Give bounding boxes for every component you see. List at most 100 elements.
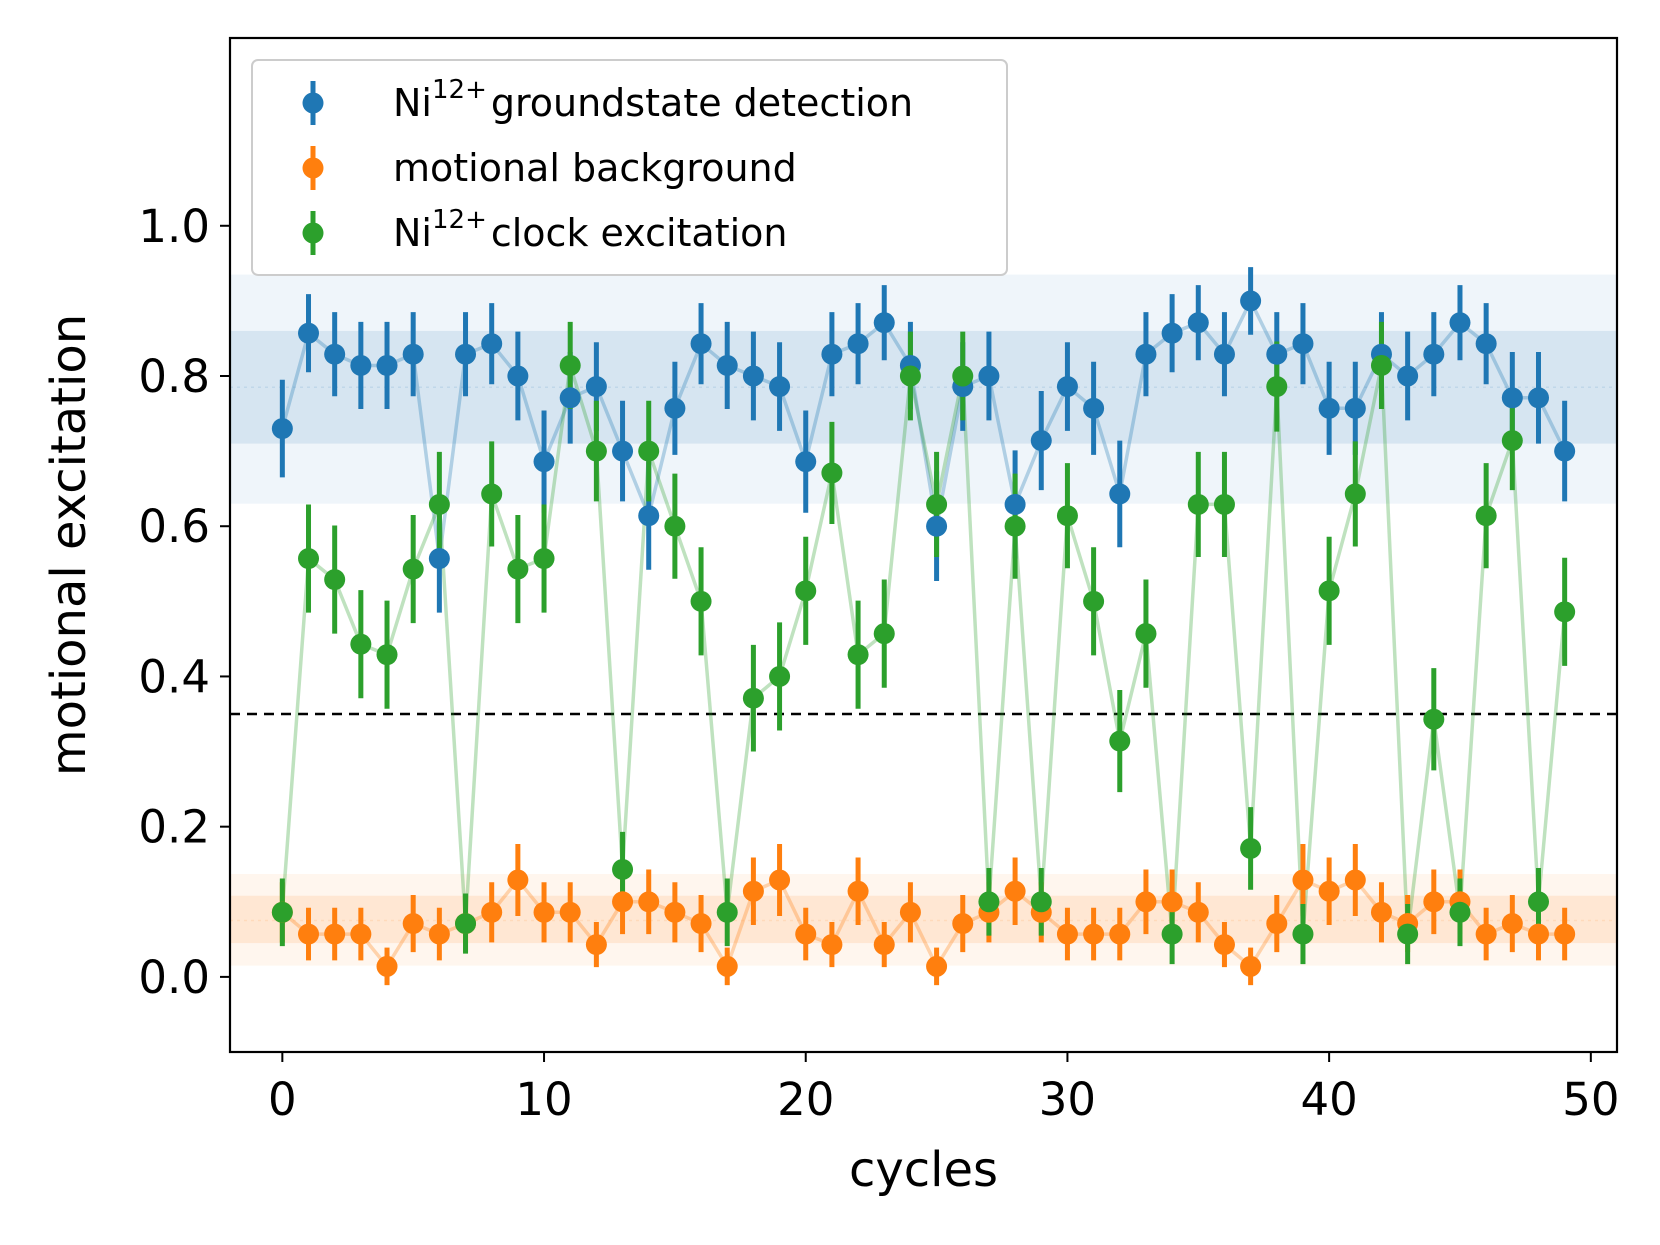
legend-label-0: Ni12+ groundstate detection (393, 75, 913, 125)
data-point-2-27 (978, 891, 1000, 913)
data-point-2-12 (585, 440, 607, 462)
data-point-0-3 (350, 354, 372, 376)
data-point-1-4 (376, 955, 398, 977)
legend-label-rest-2: clock excitation (491, 211, 788, 255)
data-point-0-8 (481, 333, 503, 355)
data-point-1-32 (1109, 923, 1131, 945)
x-tick-label-3: 30 (1039, 1073, 1096, 1126)
data-point-2-2 (324, 569, 346, 591)
data-point-0-4 (376, 354, 398, 376)
legend-label-1: motional background (393, 146, 797, 190)
data-point-2-22 (847, 644, 869, 666)
data-point-0-38 (1266, 343, 1288, 365)
data-point-0-45 (1449, 312, 1471, 334)
x-tick-label-0: 0 (268, 1073, 297, 1126)
data-point-1-13 (612, 891, 634, 913)
data-point-1-25 (926, 955, 948, 977)
data-point-1-19 (769, 869, 791, 891)
data-point-2-4 (376, 644, 398, 666)
data-point-2-38 (1266, 376, 1288, 398)
data-point-0-21 (821, 343, 843, 365)
data-point-2-35 (1187, 493, 1209, 515)
data-point-1-30 (1056, 923, 1078, 945)
data-point-2-17 (716, 901, 738, 923)
data-point-0-1 (298, 322, 320, 344)
data-point-2-18 (742, 687, 764, 709)
data-point-2-15 (664, 515, 686, 537)
data-point-2-0 (271, 901, 293, 923)
data-point-2-8 (481, 483, 503, 505)
data-point-0-6 (428, 548, 450, 570)
x-axis: 0 10 20 30 40 50 (268, 1052, 1619, 1126)
data-point-1-35 (1187, 901, 1209, 923)
data-point-2-23 (873, 623, 895, 645)
data-point-0-20 (795, 451, 817, 473)
data-point-0-23 (873, 312, 895, 334)
data-point-2-32 (1109, 730, 1131, 752)
y-axis-title: motional excitation (41, 314, 97, 776)
data-point-1-6 (428, 923, 450, 945)
data-point-1-18 (742, 880, 764, 902)
data-point-2-26 (952, 365, 974, 387)
data-point-0-34 (1161, 322, 1183, 344)
data-point-2-10 (533, 548, 555, 570)
data-point-1-23 (873, 934, 895, 956)
x-tick-label-5: 50 (1562, 1073, 1619, 1126)
band-outer-0 (230, 274, 1617, 504)
legend-label-base-1: motional background (393, 146, 797, 190)
x-tick-label-4: 40 (1300, 1073, 1357, 1126)
data-point-0-48 (1527, 387, 1549, 409)
y-axis: 0.0 0.2 0.4 0.6 0.8 1.0 (138, 200, 230, 1004)
data-point-1-10 (533, 901, 555, 923)
data-point-0-15 (664, 397, 686, 419)
data-point-0-28 (1004, 493, 1026, 515)
data-point-1-46 (1475, 923, 1497, 945)
data-point-2-41 (1344, 483, 1366, 505)
data-point-2-1 (298, 548, 320, 570)
data-point-1-28 (1004, 880, 1026, 902)
x-axis-title: cycles (849, 1142, 998, 1198)
data-point-0-13 (612, 440, 634, 462)
data-point-1-21 (821, 934, 843, 956)
data-point-1-39 (1292, 869, 1314, 891)
data-point-1-31 (1083, 923, 1105, 945)
data-point-0-41 (1344, 397, 1366, 419)
legend-label-base-2: Ni (393, 211, 432, 255)
data-point-2-20 (795, 580, 817, 602)
data-point-1-41 (1344, 869, 1366, 891)
data-point-1-24 (899, 901, 921, 923)
data-point-0-25 (926, 515, 948, 537)
legend-label-2: Ni12+ clock excitation (393, 205, 788, 255)
data-point-0-29 (1030, 430, 1052, 452)
y-tick-label-3: 0.6 (138, 500, 210, 553)
data-point-1-38 (1266, 913, 1288, 935)
data-point-2-5 (402, 558, 424, 580)
data-point-2-46 (1475, 505, 1497, 527)
data-point-2-11 (559, 354, 581, 376)
data-point-1-37 (1240, 955, 1262, 977)
data-point-2-40 (1318, 580, 1340, 602)
data-point-0-40 (1318, 397, 1340, 419)
legend-label-sup-2: 12+ (432, 205, 487, 235)
data-point-0-47 (1501, 387, 1523, 409)
data-point-0-0 (271, 418, 293, 440)
data-point-1-14 (638, 891, 660, 913)
data-point-0-30 (1056, 376, 1078, 398)
data-point-1-33 (1135, 891, 1157, 913)
data-point-2-43 (1397, 923, 1419, 945)
data-point-0-14 (638, 505, 660, 527)
data-point-0-39 (1292, 333, 1314, 355)
data-point-2-29 (1030, 891, 1052, 913)
data-point-2-28 (1004, 515, 1026, 537)
data-point-0-2 (324, 343, 346, 365)
data-point-1-49 (1554, 923, 1576, 945)
data-point-1-5 (402, 913, 424, 935)
data-point-0-37 (1240, 290, 1262, 312)
data-point-0-46 (1475, 333, 1497, 355)
data-point-0-19 (769, 376, 791, 398)
y-tick-label-2: 0.4 (138, 650, 210, 703)
data-point-1-2 (324, 923, 346, 945)
y-tick-label-4: 0.8 (138, 350, 210, 403)
legend-label-base-0: Ni (393, 81, 432, 125)
